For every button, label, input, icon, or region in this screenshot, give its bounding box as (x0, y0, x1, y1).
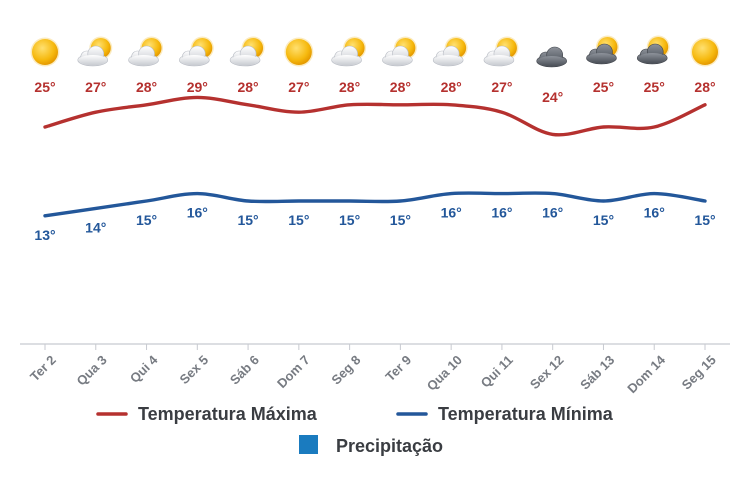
min-temp-label: 13° (34, 227, 55, 243)
min-temp-label: 15° (288, 212, 309, 228)
max-temp-label: 28° (237, 79, 258, 95)
min-temp-label: 15° (390, 212, 411, 228)
x-tick-label: Qui 11 (478, 352, 516, 390)
series-line-min (43, 191, 707, 218)
min-temp-label: 15° (136, 212, 157, 228)
x-tick-label: Qua 3 (74, 352, 110, 388)
sun-cloud-icon (179, 36, 214, 67)
max-temperature-labels: 25° 27° 28° 29° 28° 27° 28° 28° 28° 27° 24° 25° 25° 2… (34, 79, 715, 105)
dark-cloud-icon (536, 46, 567, 68)
sun-cloud-icon (331, 36, 367, 67)
series-line-max (43, 95, 707, 137)
max-temp-label: 28° (441, 79, 462, 95)
sun-dark-cloud-icon (636, 35, 670, 65)
x-tick-label: Sex 5 (177, 352, 212, 387)
legend-swatch-precipitation (299, 435, 318, 454)
max-temp-label: 28° (390, 79, 411, 95)
max-temp-label: 24° (542, 89, 563, 105)
x-tick-label: Ter 9 (382, 352, 414, 384)
x-tick-label: Qui 4 (127, 352, 161, 386)
max-temp-label: 25° (34, 79, 55, 95)
min-temp-label: 14° (85, 219, 106, 235)
legend-item-min[interactable]: Temperatura Mínima (396, 404, 614, 424)
sun-icon (30, 37, 60, 67)
min-temp-label: 15° (593, 212, 614, 228)
x-tick-label: Qua 10 (424, 352, 465, 393)
x-tick-label: Sáb 6 (227, 352, 262, 387)
x-tick-label: Seg 15 (679, 352, 719, 392)
max-temp-label: 28° (339, 79, 360, 95)
max-temp-label: 27° (85, 79, 106, 95)
sun-cloud-icon (483, 36, 519, 67)
sun-cloud-icon (77, 36, 113, 67)
sun-icon (284, 37, 314, 67)
series-lines (43, 95, 707, 218)
max-temp-label: 29° (187, 79, 208, 95)
min-temp-label: 15° (339, 212, 360, 228)
legend-item-precipitation[interactable]: Precipitação (299, 435, 443, 456)
legend-label-max: Temperatura Máxima (138, 404, 318, 424)
max-temp-label: 27° (491, 79, 512, 95)
max-temp-label: 28° (136, 79, 157, 95)
x-tick-label: Dom 7 (274, 352, 313, 391)
x-tick-label: Sáb 13 (577, 352, 617, 392)
sun-cloud-icon (229, 36, 265, 67)
max-temp-label: 28° (694, 79, 715, 95)
sun-cloud-icon (128, 36, 164, 67)
legend-item-max[interactable]: Temperatura Máxima (96, 404, 318, 424)
sun-icon (690, 37, 720, 67)
max-temp-label: 27° (288, 79, 309, 95)
x-tick-label: Ter 2 (27, 352, 59, 384)
legend: Temperatura Máxima Temperatura Mínima Prec… (96, 404, 614, 456)
min-temp-label: 16° (187, 205, 208, 221)
max-temp-label: 25° (644, 79, 665, 95)
min-temp-label: 15° (694, 212, 715, 228)
min-temperature-labels: 13° 14° 15° 16° 15° 15° 15° 15° 16° 16° 16° 15° 16° 1… (34, 205, 715, 243)
sun-cloud-icon (382, 36, 417, 67)
min-temp-label: 15° (237, 212, 258, 228)
min-temp-label: 16° (644, 205, 665, 221)
sun-cloud-icon (432, 36, 468, 67)
legend-label-precipitation: Precipitação (336, 436, 443, 456)
x-tick-label: Dom 14 (624, 352, 668, 396)
x-tick-label: Sex 12 (527, 352, 567, 392)
min-temp-label: 16° (441, 205, 462, 221)
legend-label-min: Temperatura Mínima (438, 404, 614, 424)
x-tick-label: Seg 8 (328, 352, 363, 387)
min-temp-label: 16° (542, 205, 563, 221)
weather-icons (30, 35, 720, 68)
min-temp-label: 16° (491, 205, 512, 221)
x-axis: Ter 2 Qua 3 Qui 4 Sex 5 Sáb 6 Dom 7 Seg 8 Ter 9… (20, 343, 730, 396)
sun-dark-cloud-icon (586, 35, 619, 65)
max-temp-label: 25° (593, 79, 614, 95)
